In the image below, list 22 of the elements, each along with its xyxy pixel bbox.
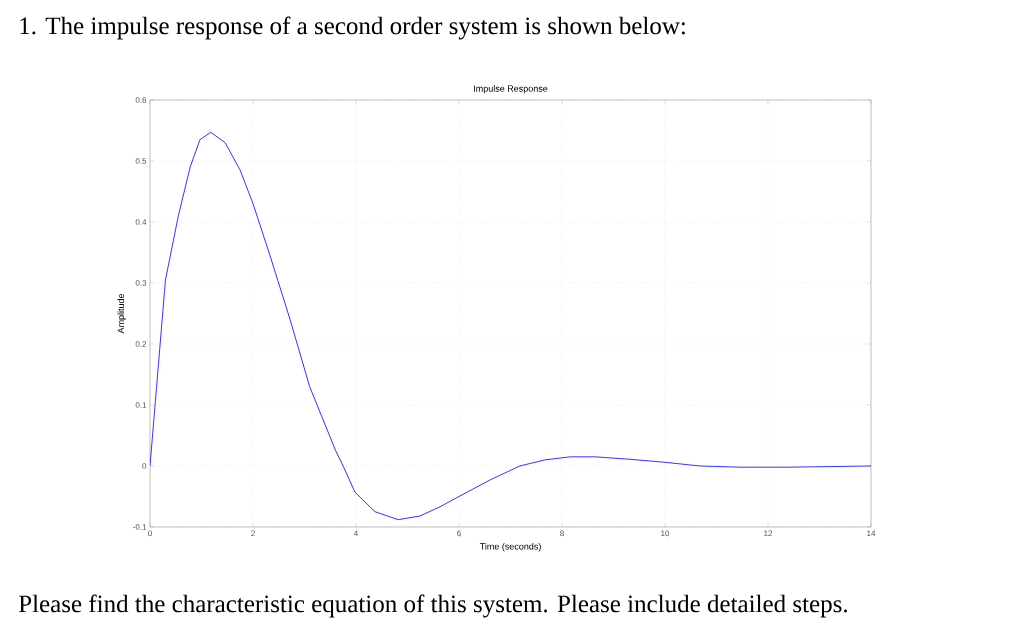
x-axis-title: Time (seconds) bbox=[479, 543, 541, 552]
chart-title: Impulse Response bbox=[474, 85, 548, 94]
x-tick-label: 10 bbox=[661, 530, 670, 537]
x-tick-label: 6 bbox=[457, 530, 461, 537]
text: Please find the characteristic equation of this system. Please include detailed steps. bbox=[18, 594, 847, 618]
y-tick-label: 0 bbox=[142, 463, 147, 469]
x-tick-label: 4 bbox=[353, 530, 359, 537]
x-tick-label: 12 bbox=[764, 530, 773, 537]
line-series bbox=[150, 131, 872, 521]
y-tick-label: 0.2 bbox=[135, 341, 147, 347]
x-tick-label: 14 bbox=[867, 530, 876, 537]
text: 1. The impulse response of a second order system is shown below: bbox=[20, 16, 685, 40]
y-tick-label: 0.3 bbox=[135, 280, 147, 286]
y-tick-label: 0.5 bbox=[135, 158, 147, 164]
x-tick-label: 0 bbox=[148, 530, 152, 537]
x-tick-label: 2 bbox=[251, 530, 255, 537]
y-axis-title: Amplitude bbox=[117, 293, 126, 334]
y-tick-label: 0.6 bbox=[135, 97, 147, 103]
x-tick-label: 8 bbox=[560, 530, 564, 537]
y-tick-label: -0.1 bbox=[133, 524, 147, 530]
y-tick-label: 0.1 bbox=[135, 402, 147, 408]
y-tick-label: 0.4 bbox=[135, 219, 147, 225]
